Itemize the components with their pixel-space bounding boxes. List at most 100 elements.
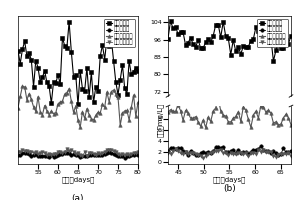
出水硕酸盐 bbox=[249, 150, 253, 153]
进水亚硕酸盐 bbox=[47, 114, 51, 116]
出水亚硕酸盐 bbox=[242, 153, 245, 155]
出水亚硕酸盐 bbox=[189, 152, 192, 154]
出水硕酸盐 bbox=[123, 156, 127, 159]
出水亚硕酸盐 bbox=[234, 153, 238, 155]
出水硕酸盐 bbox=[264, 150, 268, 152]
出水硕酸盐 bbox=[199, 152, 202, 154]
出水硕酸盐 bbox=[256, 148, 260, 150]
出水硕酸盐 bbox=[186, 154, 190, 156]
进水亚硕酸盐 bbox=[136, 101, 140, 104]
进水亚硕酸盐 bbox=[206, 116, 210, 119]
出水硕酸盐 bbox=[212, 150, 215, 153]
出水亚硕酸盐 bbox=[221, 152, 225, 154]
进水硕酸盐 bbox=[76, 103, 80, 106]
进水亚硕酸盐 bbox=[201, 119, 205, 121]
进水硕酸盐 bbox=[221, 20, 225, 23]
出水亚硕酸盐 bbox=[65, 148, 69, 151]
出水硕酸盐 bbox=[269, 152, 273, 155]
出水硕酸盐 bbox=[282, 147, 285, 150]
出水亚硕酸盐 bbox=[289, 155, 293, 157]
进水硕酸盐 bbox=[234, 50, 238, 53]
出水亚硕酸盐 bbox=[206, 153, 210, 156]
进水硕酸盐 bbox=[251, 38, 255, 40]
进水硕酸盐 bbox=[216, 23, 220, 26]
进水亚硕酸盐 bbox=[166, 111, 170, 114]
进水亚硕酸盐 bbox=[279, 123, 283, 125]
进水硕酸盐 bbox=[186, 41, 190, 44]
出水硕酸盐 bbox=[242, 151, 245, 153]
出水硕酸盐 bbox=[176, 147, 180, 149]
出水硕酸盐 bbox=[179, 147, 182, 149]
出水硕酸盐 bbox=[174, 148, 177, 150]
出水亚硕酸盐 bbox=[29, 150, 33, 153]
进水硕酸盐 bbox=[194, 46, 197, 49]
进水亚硕酸盐 bbox=[224, 115, 227, 117]
进水硕酸盐 bbox=[199, 47, 202, 49]
进水硕酸盐 bbox=[269, 37, 273, 40]
出水硕酸盐 bbox=[204, 152, 208, 154]
出水硕酸盐 bbox=[216, 146, 220, 148]
进水硕酸盐 bbox=[229, 53, 232, 56]
出水亚硕酸盐 bbox=[249, 152, 253, 155]
出水硕酸盐 bbox=[289, 150, 293, 152]
出水亚硕酸盐 bbox=[171, 150, 175, 152]
出水硕酸盐 bbox=[272, 150, 275, 152]
进水硕酸盐 bbox=[171, 27, 175, 30]
出水硕酸盐 bbox=[247, 153, 250, 156]
出水硕酸盐 bbox=[232, 149, 235, 152]
进水亚硕酸盐 bbox=[232, 117, 235, 120]
进水硕酸盐 bbox=[191, 43, 195, 45]
出水硕酸盐 bbox=[244, 151, 247, 154]
出水亚硕酸盐 bbox=[212, 151, 215, 153]
出水亚硕酸盐 bbox=[196, 153, 200, 156]
进水亚硕酸盐 bbox=[216, 97, 220, 99]
出水硕酸盐 bbox=[279, 153, 283, 155]
进水亚硕酸盐 bbox=[169, 108, 172, 111]
进水亚硕酸盐 bbox=[174, 110, 177, 113]
进水硕酸盐 bbox=[239, 53, 243, 55]
出水亚硕酸盐 bbox=[244, 152, 247, 154]
出水亚硕酸盐 bbox=[282, 153, 285, 156]
X-axis label: 时间（days）: 时间（days） bbox=[213, 177, 246, 183]
出水硕酸盐 bbox=[277, 153, 280, 156]
出水亚硕酸盐 bbox=[226, 154, 230, 157]
进水亚硕酸盐 bbox=[63, 93, 67, 95]
出水亚硕酸盐 bbox=[287, 152, 290, 154]
出水硕酸盐 bbox=[61, 153, 64, 155]
进水硕酸盐 bbox=[226, 37, 230, 39]
Legend: 进水硕酸盐, 出水硕酸盐, 进水亚硕酸盐, 出水亚硕酸盐: 进水硕酸盐, 出水硕酸盐, 进水亚硕酸盐, 出水亚硕酸盐 bbox=[104, 19, 135, 47]
进水亚硕酸盐 bbox=[239, 120, 243, 123]
出水硕酸盐 bbox=[224, 151, 227, 153]
出水硕酸盐 bbox=[16, 154, 20, 156]
Line: 出水亚硕酸盐: 出水亚硕酸盐 bbox=[166, 147, 293, 160]
出水亚硕酸盐 bbox=[181, 153, 185, 156]
进水硕酸盐 bbox=[176, 33, 180, 35]
出水硕酸盐 bbox=[184, 151, 188, 153]
进水亚硕酸盐 bbox=[21, 85, 24, 87]
出水硕酸盐 bbox=[134, 153, 138, 155]
进水亚硕酸盐 bbox=[236, 111, 240, 113]
出水亚硕酸盐 bbox=[186, 152, 190, 155]
进水亚硕酸盐 bbox=[32, 106, 35, 108]
出水亚硕酸盐 bbox=[204, 155, 208, 158]
进水硕酸盐 bbox=[272, 60, 275, 62]
进水硕酸盐 bbox=[274, 49, 278, 51]
出水亚硕酸盐 bbox=[259, 151, 263, 153]
出水亚硕酸盐 bbox=[254, 153, 258, 155]
进水亚硕酸盐 bbox=[247, 118, 250, 121]
进水硕酸盐 bbox=[189, 37, 192, 39]
出水硕酸盐 bbox=[229, 150, 232, 152]
出水硕酸盐 bbox=[254, 149, 258, 151]
进水硕酸盐 bbox=[127, 60, 131, 62]
出水亚硕酸盐 bbox=[274, 156, 278, 158]
出水亚硕酸盐 bbox=[61, 152, 64, 154]
Line: 进水硕酸盐: 进水硕酸盐 bbox=[166, 19, 293, 63]
进水硕酸盐 bbox=[236, 46, 240, 48]
Line: 进水亚硕酸盐: 进水亚硕酸盐 bbox=[16, 84, 140, 129]
出水亚硕酸盐 bbox=[38, 152, 42, 155]
出水亚硕酸盐 bbox=[127, 153, 131, 156]
进水硕酸盐 bbox=[224, 35, 227, 38]
进水硕酸盐 bbox=[174, 26, 177, 28]
出水亚硕酸盐 bbox=[191, 152, 195, 154]
出水硕酸盐 bbox=[267, 150, 270, 152]
